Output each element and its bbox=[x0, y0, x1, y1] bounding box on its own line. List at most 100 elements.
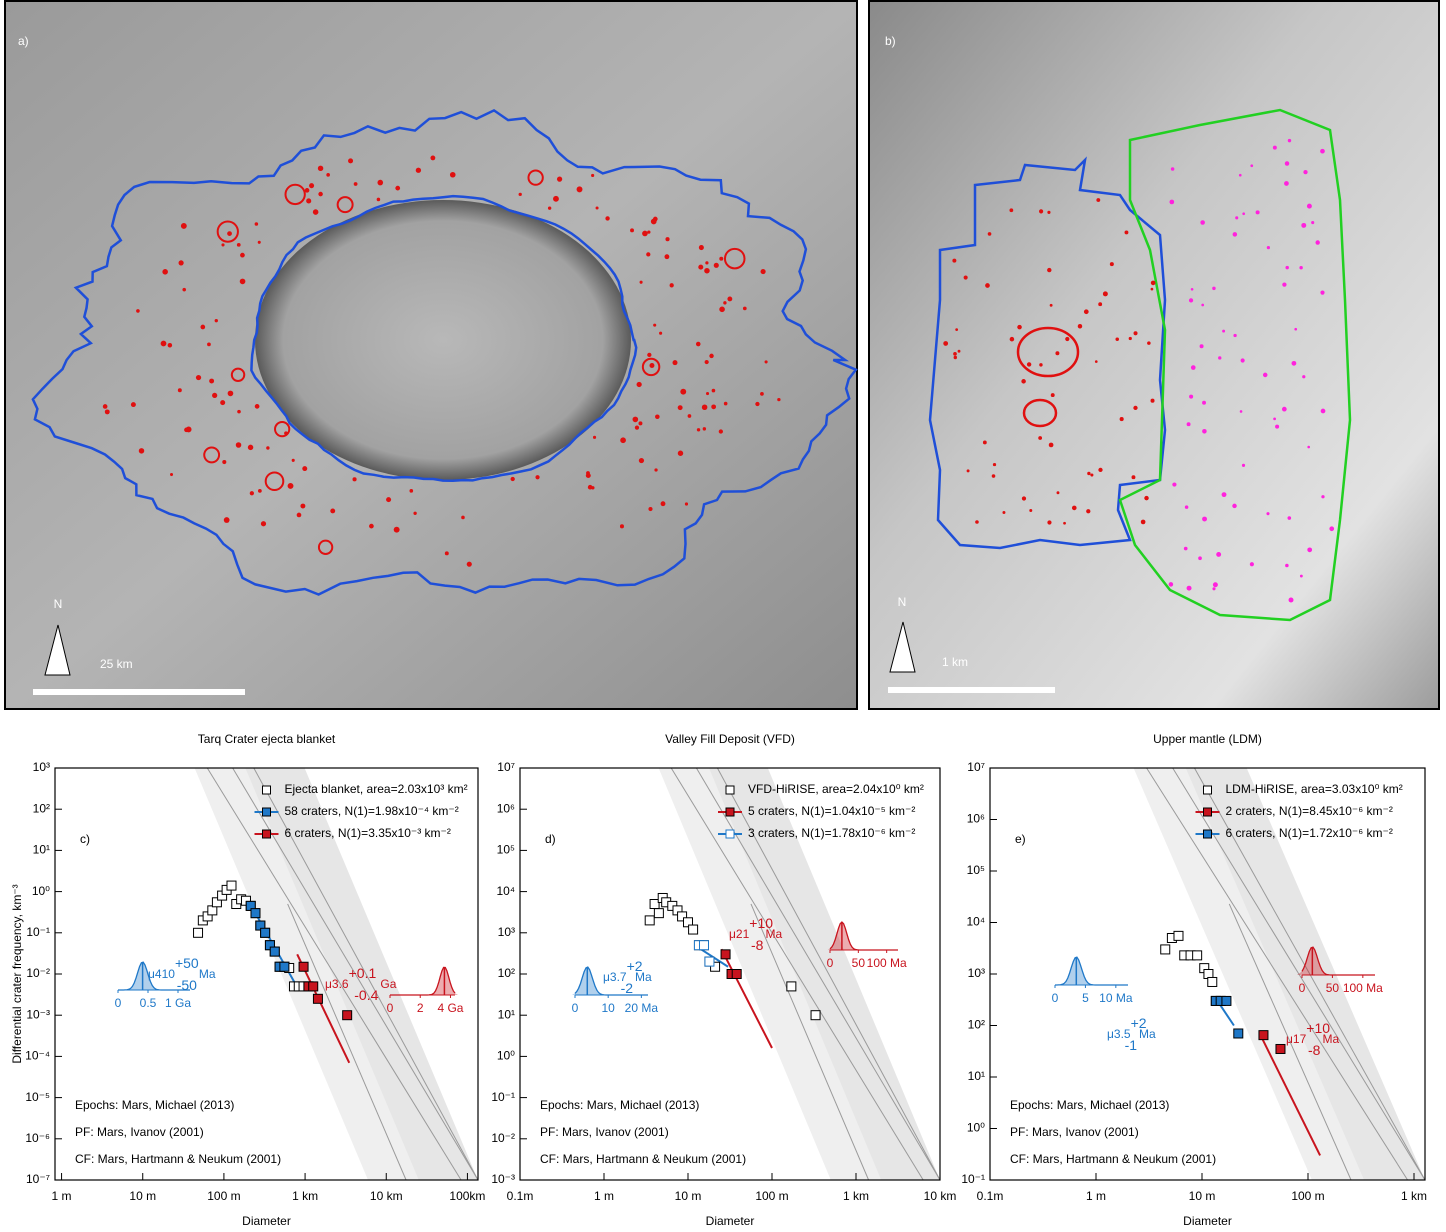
crater-marker bbox=[1171, 167, 1175, 171]
crater-marker bbox=[1090, 473, 1093, 476]
crater-marker bbox=[236, 442, 242, 448]
crater-marker bbox=[1263, 373, 1268, 378]
panel-label: d) bbox=[545, 832, 556, 846]
y-tick-label: 10⁻¹ bbox=[491, 1090, 515, 1104]
crater-marker bbox=[182, 288, 186, 292]
crater-marker bbox=[1098, 468, 1102, 472]
crater-marker bbox=[1115, 338, 1118, 341]
data-point bbox=[645, 916, 654, 925]
crater-marker bbox=[1129, 337, 1132, 340]
crater-marker bbox=[1063, 522, 1066, 525]
crater-marker bbox=[1285, 161, 1289, 165]
crater-marker bbox=[1289, 598, 1294, 603]
crater-marker bbox=[1300, 575, 1303, 578]
age-plus: +0.1 bbox=[349, 965, 377, 981]
age-plus: +50 bbox=[175, 955, 199, 971]
y-tick-label: 10³ bbox=[498, 925, 515, 939]
crater-marker bbox=[1235, 216, 1238, 219]
crater-marker bbox=[326, 173, 330, 177]
north-label: N bbox=[54, 597, 63, 611]
crater-marker bbox=[395, 186, 400, 191]
crater-marker bbox=[1017, 325, 1022, 330]
y-tick-label: 10⁴ bbox=[496, 884, 515, 898]
data-point bbox=[280, 962, 289, 971]
x-tick-label: 1 m bbox=[52, 1189, 72, 1203]
crater-marker bbox=[1151, 288, 1154, 291]
crater-marker bbox=[409, 489, 413, 493]
crater-marker bbox=[661, 501, 666, 506]
data-point bbox=[194, 928, 203, 937]
y-tick-label: 10³ bbox=[968, 966, 985, 980]
crater-marker bbox=[1320, 149, 1325, 154]
y-axis-label: Differential crater frequency, km⁻³ bbox=[10, 884, 24, 1063]
data-point bbox=[811, 1011, 820, 1020]
crater-marker bbox=[1273, 146, 1277, 150]
crater-marker bbox=[1198, 556, 1202, 560]
x-tick-label: 1 km bbox=[292, 1189, 318, 1203]
crater-marker bbox=[586, 473, 591, 478]
crater-marker bbox=[105, 409, 110, 414]
scale-label: 25 km bbox=[100, 657, 133, 671]
crater-marker bbox=[161, 341, 167, 347]
data-point bbox=[1234, 1029, 1243, 1038]
crater-marker bbox=[1172, 482, 1176, 486]
data-point bbox=[270, 947, 279, 956]
y-tick-label: 10⁷ bbox=[967, 760, 985, 774]
crater-marker bbox=[227, 231, 232, 236]
y-tick-label: 10⁰ bbox=[497, 1049, 515, 1063]
crater-marker bbox=[240, 253, 245, 258]
inset-tick-label: 5 bbox=[1082, 991, 1089, 1005]
crater-marker bbox=[648, 507, 652, 511]
x-tick-label: 100 m bbox=[207, 1189, 240, 1203]
panel-label: a) bbox=[18, 34, 29, 48]
crater-marker bbox=[354, 182, 358, 186]
crater-marker bbox=[1072, 506, 1077, 511]
crater-marker bbox=[215, 319, 218, 322]
crater-marker bbox=[1222, 330, 1225, 333]
age-unit: Ma bbox=[765, 927, 782, 941]
note: CF: Mars, Hartmann & Neukum (2001) bbox=[540, 1152, 746, 1166]
crater-marker bbox=[714, 263, 719, 268]
crater-marker bbox=[1292, 361, 1297, 366]
x-tick-label: 10 m bbox=[129, 1189, 156, 1203]
inset-tick-label: 0 bbox=[115, 996, 122, 1010]
crater-marker bbox=[760, 392, 764, 396]
crater-marker bbox=[1250, 562, 1254, 566]
crater-marker bbox=[1321, 409, 1326, 414]
y-tick-label: 10⁷ bbox=[497, 760, 515, 774]
age-unit: Ma bbox=[1322, 1032, 1339, 1046]
crater-marker bbox=[1184, 547, 1188, 551]
crater-marker bbox=[653, 324, 656, 327]
crater-marker bbox=[1098, 302, 1102, 306]
chart-title: Tarq Crater ejecta blanket bbox=[198, 732, 336, 746]
crater-marker bbox=[519, 193, 522, 196]
crater-marker bbox=[1232, 504, 1237, 509]
crater-marker bbox=[1307, 446, 1310, 449]
crater-marker bbox=[1065, 337, 1069, 341]
y-tick-label: 10⁻¹ bbox=[961, 1172, 985, 1186]
crater-marker bbox=[1049, 443, 1054, 448]
crater-marker bbox=[1039, 363, 1042, 366]
crater-marker bbox=[461, 516, 465, 520]
crater-marker bbox=[228, 391, 234, 397]
crater-marker bbox=[416, 168, 421, 173]
crater-marker bbox=[591, 174, 594, 177]
y-tick-label: 10⁰ bbox=[32, 884, 50, 898]
legend-label: 3 craters, N(1)=1.78x10⁻⁶ km⁻² bbox=[748, 826, 915, 840]
crater-marker bbox=[292, 459, 295, 462]
crater-marker bbox=[1200, 344, 1204, 348]
crater-marker bbox=[964, 275, 968, 279]
crater-marker bbox=[1201, 304, 1204, 307]
age-minus: -1 bbox=[1125, 1037, 1138, 1053]
crater-marker bbox=[1095, 360, 1098, 363]
note: Epochs: Mars, Michael (2013) bbox=[540, 1098, 699, 1112]
crater-marker bbox=[705, 360, 709, 364]
crater-marker bbox=[255, 404, 260, 409]
crater-marker bbox=[670, 283, 674, 287]
crater-marker bbox=[258, 489, 262, 493]
crater-marker bbox=[248, 445, 253, 450]
legend-label: 5 craters, N(1)=1.04x10⁻⁵ km⁻² bbox=[748, 804, 915, 818]
legend-label: VFD-HiRISE, area=2.04x10⁰ km² bbox=[748, 782, 924, 796]
legend-marker bbox=[726, 808, 734, 816]
y-tick-label: 10⁻³ bbox=[26, 1007, 50, 1021]
